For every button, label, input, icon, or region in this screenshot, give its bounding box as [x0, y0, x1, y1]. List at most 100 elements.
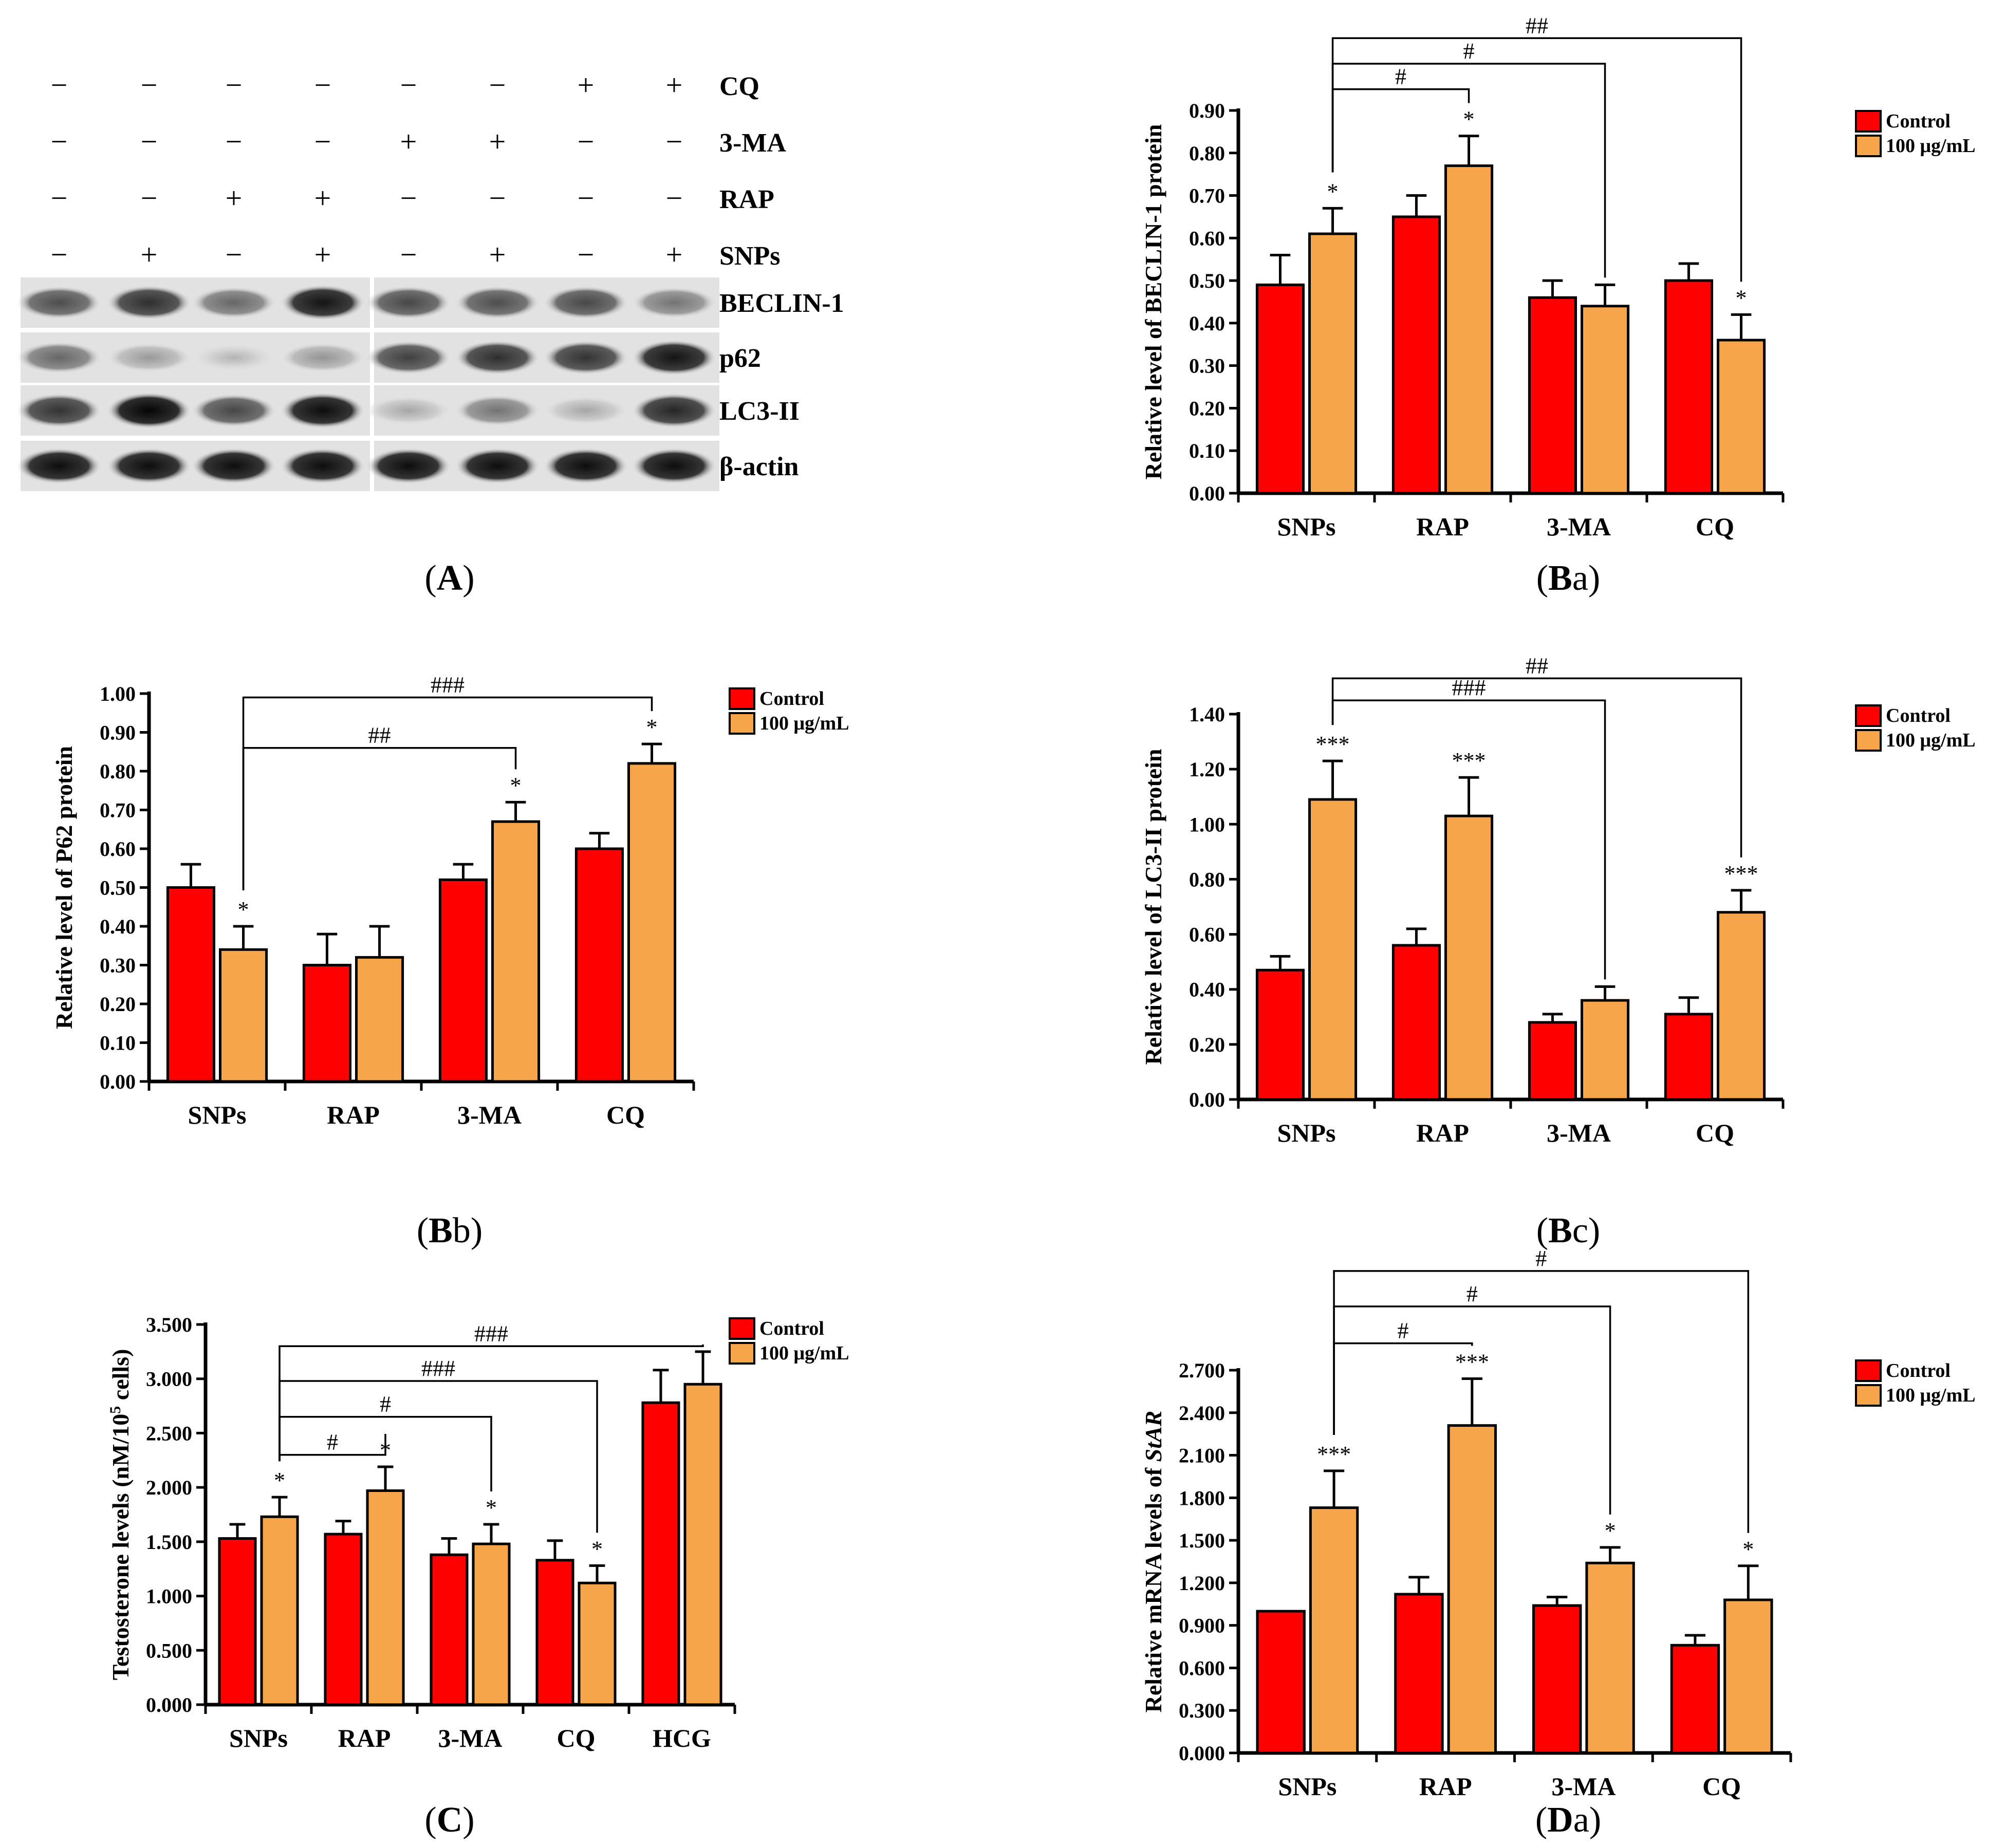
caption-Ba: (Ba) [1536, 558, 1600, 598]
significance-star: * [1463, 107, 1475, 132]
chart-Ba: 0.00 0.10 0.20 0.30 0.40 0.50 0.60 0.70 0.80 0.90… [1140, 13, 1976, 541]
bar-treated [260, 1515, 299, 1706]
bracket-label: # [1463, 39, 1475, 64]
bar-control [641, 1401, 680, 1706]
treatment-sign: − [226, 125, 243, 158]
x-tick-label: RAP [1419, 1772, 1472, 1801]
band-label: LC3-II [719, 397, 800, 426]
blot-band [632, 287, 716, 319]
bar-treated [1308, 232, 1358, 495]
bar-treated [355, 956, 404, 1083]
blot-band [107, 448, 191, 484]
y-tick-label: 2.700 [1179, 1359, 1225, 1382]
y-tick-label: 0.80 [1189, 142, 1225, 165]
x-tick-label: CQ [557, 1724, 596, 1752]
bracket-label: ## [1526, 653, 1548, 678]
legend-swatch-control [729, 1317, 755, 1340]
bar-treated [1585, 1561, 1635, 1754]
legend-label-treated: 100 μg/mL [1886, 1385, 1976, 1406]
caption-Bb: (Bb) [417, 1211, 482, 1250]
bracket-label: ## [1526, 13, 1548, 38]
legend-label-control: Control [1886, 1360, 1951, 1382]
legend-label-control: Control [1886, 705, 1951, 726]
significance-star: * [646, 715, 658, 740]
band-label: p62 [719, 344, 761, 373]
y-tick-label: 0.20 [1189, 1033, 1225, 1056]
blot-band [366, 448, 451, 484]
y-axis-label: Relative mRNA levels of StAR [1140, 1411, 1166, 1713]
significance-star: * [238, 897, 249, 922]
chart-C: 0.000 0.500 1.000 1.500 2.000 2.500 3.000 3.500… [107, 1313, 849, 1752]
y-tick-label: 0.00 [1189, 1088, 1225, 1111]
comparison-bracket [1331, 677, 1742, 857]
bracket-label: ## [368, 723, 391, 748]
charts-group: 0.00 0.10 0.20 0.30 0.40 0.50 0.60 0.70 0.80 0.90… [51, 13, 1976, 1801]
blot-band [192, 394, 276, 427]
legend-swatch-control [729, 687, 755, 710]
bar-treated [472, 1542, 511, 1706]
y-tick-label: 0.70 [1189, 184, 1225, 208]
legend-label-treated: 100 μg/mL [1886, 730, 1976, 751]
treatment-sign: − [51, 238, 68, 271]
y-tick-label: 1.200 [1179, 1572, 1225, 1595]
chart-Bb: 0.00 0.10 0.20 0.30 0.40 0.50 0.60 0.70 0.80 0.90… [51, 673, 849, 1129]
bar-treated [1308, 798, 1358, 1101]
treatment-sign: − [489, 181, 506, 215]
bar-control [1256, 1610, 1306, 1754]
bar-treated [366, 1489, 405, 1706]
y-tick-label: 0.300 [1179, 1699, 1225, 1722]
bar-control [1255, 283, 1305, 495]
treatment-sign: + [666, 238, 683, 271]
significance-star: * [591, 1536, 603, 1561]
significance-star: * [274, 1468, 285, 1493]
comparison-bracket [1331, 37, 1742, 282]
treatment-sign: − [666, 181, 683, 215]
y-tick-label: 0.30 [1189, 354, 1225, 378]
blot-band [192, 287, 276, 319]
treatment-sign: + [226, 181, 243, 215]
treatment-sign: − [51, 125, 68, 158]
x-tick-label: 3-MA [1547, 512, 1611, 541]
x-tick-label: RAP [1416, 1118, 1469, 1147]
y-tick-label: 0.000 [146, 1693, 192, 1716]
x-tick-label: 3-MA [1551, 1772, 1616, 1801]
comparison-bracket [1333, 1342, 1473, 1435]
y-tick-label: 1.00 [1189, 813, 1225, 836]
comparison-bracket [1331, 88, 1470, 173]
treatment-sign: − [141, 68, 158, 102]
y-tick-label: 2.500 [146, 1422, 192, 1445]
caption-Bc: (Bc) [1536, 1211, 1600, 1250]
legend-swatch-treated [1855, 1384, 1882, 1407]
bar-control [302, 964, 352, 1083]
comparison-bracket [242, 696, 653, 890]
legend-swatch-control [1855, 704, 1882, 727]
blot-band [17, 393, 101, 428]
bar-control [438, 878, 488, 1083]
y-tick-label: 0.90 [100, 721, 136, 744]
bar-control [1532, 1604, 1582, 1754]
legend-swatch-treated [729, 712, 755, 735]
y-tick-label: 0.500 [146, 1639, 192, 1662]
x-tick-label: RAP [338, 1724, 391, 1752]
legend-label-control: Control [759, 688, 824, 710]
x-tick-label: 3-MA [1547, 1118, 1611, 1147]
legend-swatch-control [1855, 1359, 1882, 1382]
x-tick-label: RAP [327, 1100, 380, 1129]
treatment-sign: + [666, 68, 683, 102]
x-tick-label: CQ [1696, 512, 1734, 541]
bar-treated [491, 820, 541, 1083]
y-tick-label: 3.000 [146, 1368, 192, 1391]
blot-band [281, 285, 365, 321]
blot-band [366, 396, 451, 425]
treatment-sign: − [578, 181, 595, 215]
bar-control [1670, 1644, 1720, 1754]
blot-band [281, 343, 365, 372]
blot-band [366, 286, 451, 320]
y-axis-label: Relative level of LC3-II protein [1140, 749, 1166, 1065]
blot-band [281, 393, 365, 428]
treatment-sign: − [578, 238, 595, 271]
y-tick-label: 2.400 [1179, 1402, 1225, 1425]
treatment-label: 3-MA [719, 128, 786, 158]
treatment-sign: + [314, 181, 331, 215]
